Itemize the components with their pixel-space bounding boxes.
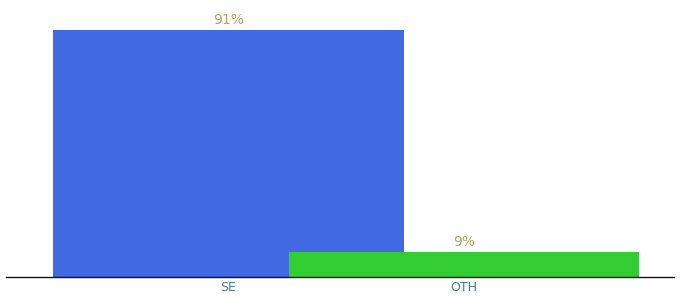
Text: 91%: 91%	[213, 13, 244, 27]
Text: 9%: 9%	[454, 235, 475, 249]
Bar	[53, 30, 404, 277]
Bar	[289, 252, 639, 277]
